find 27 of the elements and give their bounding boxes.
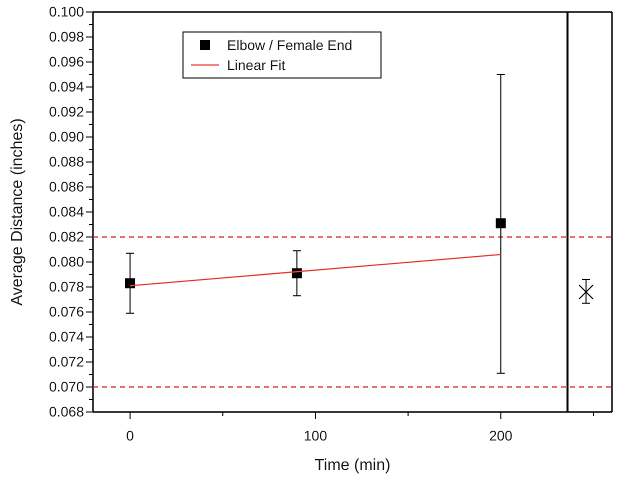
y-tick-label: 0.080 bbox=[48, 253, 84, 270]
y-tick-label: 0.084 bbox=[48, 203, 84, 220]
x-tick-label: 200 bbox=[489, 428, 513, 444]
point bbox=[496, 218, 506, 228]
x-tick-label: 100 bbox=[304, 428, 328, 444]
x-axis-title: Time (min) bbox=[314, 457, 390, 474]
y-tick-label: 0.072 bbox=[48, 353, 84, 370]
point bbox=[578, 284, 594, 300]
y-axis-title: Average Distance (inches) bbox=[9, 118, 26, 306]
x-tick-label: 0 bbox=[126, 428, 134, 444]
y-tick-label: 0.100 bbox=[48, 3, 84, 20]
y-tick-label: 0.096 bbox=[48, 53, 84, 70]
y-tick-label: 0.078 bbox=[48, 278, 84, 294]
y-tick-label: 0.076 bbox=[48, 303, 84, 320]
y-tick-label: 0.090 bbox=[48, 128, 84, 144]
y-tick-label: 0.094 bbox=[48, 78, 84, 94]
y-tick-label: 0.074 bbox=[48, 328, 84, 344]
y-tick-label: 0.098 bbox=[48, 28, 84, 44]
y-tick-label: 0.068 bbox=[48, 403, 84, 420]
y-tick-label: 0.082 bbox=[48, 228, 84, 244]
legend-label: Linear Fit bbox=[227, 57, 286, 73]
y-tick-label: 0.092 bbox=[48, 103, 84, 120]
legend-label: Elbow / Female End bbox=[227, 37, 352, 53]
y-tick-label: 0.088 bbox=[48, 153, 84, 170]
point bbox=[125, 278, 136, 288]
y-tick-label: 0.086 bbox=[48, 178, 84, 194]
y-tick-label: 0.070 bbox=[48, 378, 84, 394]
